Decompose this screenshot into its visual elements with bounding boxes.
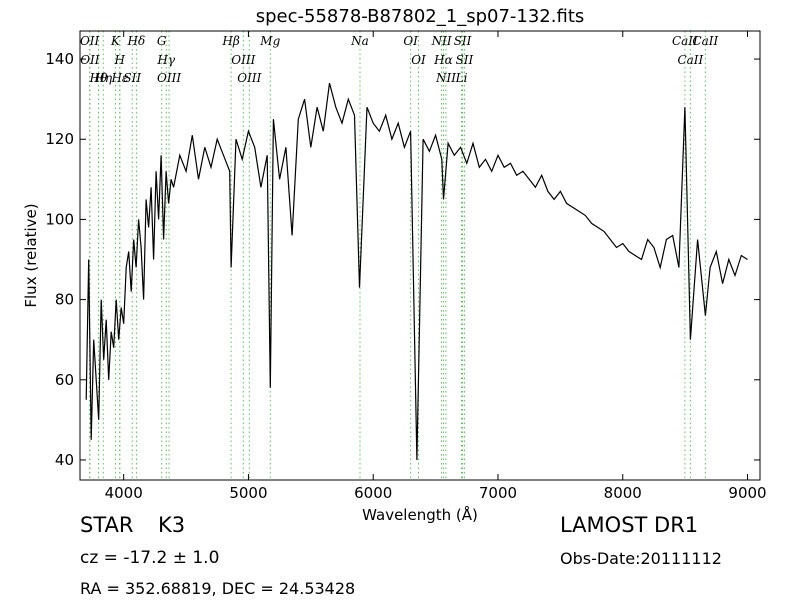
- coordinates-label: RA = 352.68819, DEC = 24.53428: [80, 579, 356, 598]
- x-tick-label: 7000: [479, 484, 517, 502]
- spectral-line-label: H: [113, 53, 125, 67]
- survey-label: LAMOST DR1: [560, 513, 699, 537]
- spectral-line-label: Hε: [110, 71, 128, 85]
- spectral-line-label: OIII: [157, 71, 181, 85]
- x-tick-label: 5000: [229, 484, 267, 502]
- spectral-line-label: SII: [123, 71, 141, 85]
- spectral-line-label: NII: [435, 71, 456, 85]
- x-tick-label: 9000: [728, 484, 766, 502]
- spectral-line-label: Li: [455, 71, 468, 85]
- y-tick-label: 80: [55, 291, 74, 309]
- spectral-line-label: CaII: [677, 53, 703, 67]
- spectral-line-label: Hα: [433, 53, 453, 67]
- object-subclass-label: K3: [158, 513, 186, 537]
- spectral-line-label: Mg: [259, 34, 280, 48]
- spectral-line-label: SII: [456, 53, 474, 67]
- object-class-label: STAR: [80, 513, 134, 537]
- spectral-line-label: OIII: [231, 53, 255, 67]
- spectral-line-label: Hδ: [127, 34, 146, 48]
- chart-title: spec-55878-B87802_1_sp07-132.fits: [256, 6, 585, 27]
- spectral-line-label: Hη: [93, 71, 112, 85]
- x-tick-label: 6000: [354, 484, 392, 502]
- y-tick-label: 100: [45, 210, 74, 228]
- spectral-line-label: Hγ: [156, 53, 175, 67]
- obs-date-label: Obs-Date:20111112: [560, 549, 722, 568]
- redshift-label: cz = -17.2 ± 1.0: [80, 548, 220, 568]
- y-tick-label: 140: [45, 50, 74, 68]
- spectral-line-label: Na: [350, 34, 369, 48]
- spectral-line-label: Hβ: [221, 34, 239, 48]
- spectral-line-label: NII: [431, 34, 452, 48]
- spectral-line-label: SII: [454, 34, 472, 48]
- spectral-line-label: G: [157, 34, 167, 48]
- spectral-line-label: OI: [403, 34, 418, 48]
- x-axis-label: Wavelength (Å): [362, 505, 478, 524]
- spectral-line-label: CaII: [692, 34, 718, 48]
- spectral-line-label: OII: [80, 53, 100, 67]
- y-tick-label: 120: [45, 130, 74, 148]
- spectral-line-label: Hθ: [89, 71, 108, 85]
- spectral-line-label: OIII: [237, 71, 261, 85]
- y-tick-label: 60: [55, 371, 74, 389]
- spectral-line-label: OI: [411, 53, 426, 67]
- x-tick-label: 4000: [105, 484, 143, 502]
- x-tick-label: 8000: [604, 484, 642, 502]
- y-axis-label: Flux (relative): [22, 203, 40, 307]
- spectral-line-label: CaII: [672, 34, 698, 48]
- plot-frame: [79, 30, 761, 481]
- spectrum-series-line: [85, 82, 748, 461]
- spectral-line-label: OII: [80, 34, 100, 48]
- spectral-line-label: K: [110, 34, 121, 48]
- y-tick-label: 40: [55, 451, 74, 469]
